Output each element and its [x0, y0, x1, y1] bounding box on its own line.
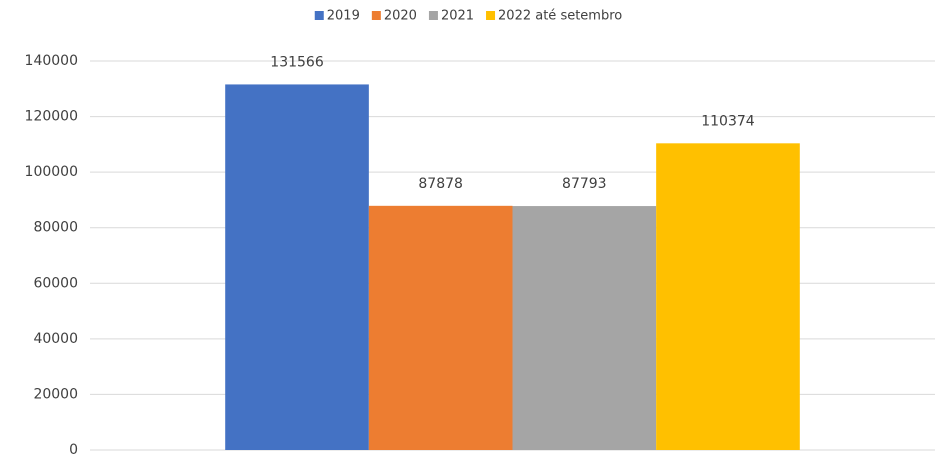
y-tick-label: 100000 — [25, 164, 78, 180]
y-tick-label: 120000 — [25, 109, 78, 125]
y-tick-label: 60000 — [33, 275, 78, 291]
bar — [512, 206, 657, 450]
legend-label: 2022 até setembro — [498, 9, 622, 24]
bar — [368, 205, 513, 450]
legend-swatch — [314, 11, 324, 20]
legend-label: 2021 — [441, 9, 474, 24]
legend-label: 2020 — [384, 9, 417, 24]
data-label: 87878 — [418, 176, 463, 192]
legend-swatch — [428, 11, 438, 20]
data-label: 87793 — [562, 176, 607, 192]
data-label: 110374 — [701, 113, 755, 129]
data-label: 131566 — [270, 54, 324, 70]
y-tick-label: 0 — [69, 442, 78, 455]
y-tick-label: 80000 — [33, 220, 78, 236]
legend-label: 2019 — [327, 9, 360, 24]
y-tick-label: 140000 — [25, 53, 78, 69]
y-tick-label: 20000 — [33, 386, 78, 402]
bar — [656, 143, 800, 450]
bar — [225, 84, 369, 450]
legend-swatch — [486, 11, 496, 20]
legend-swatch — [371, 11, 381, 20]
y-tick-label: 40000 — [33, 331, 78, 347]
